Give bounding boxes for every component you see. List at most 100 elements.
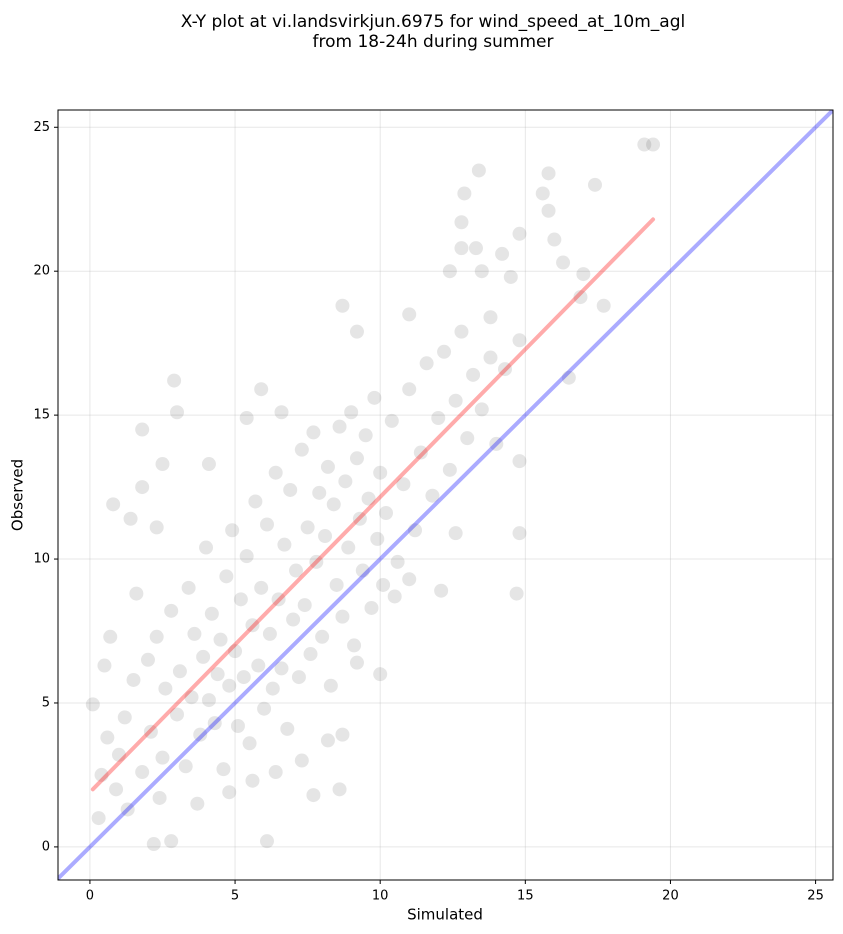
scatter-point (143, 724, 158, 739)
scatter-point (390, 554, 405, 569)
scatter-point (323, 678, 338, 693)
scatter-point (454, 215, 469, 230)
scatter-point (483, 310, 498, 325)
x-tick-label: 25 (807, 889, 824, 904)
scatter-point (225, 523, 240, 538)
scatter-point (129, 586, 144, 601)
x-axis-label: Simulated (407, 906, 483, 924)
scatter-point (373, 465, 388, 480)
scatter-point (207, 716, 222, 731)
scatter-point (172, 664, 187, 679)
scatter-point (320, 733, 335, 748)
scatter-point (425, 488, 440, 503)
scatter-point (312, 485, 327, 500)
scatter-point (541, 166, 556, 181)
scatter-point (259, 517, 274, 532)
scatter-point (596, 298, 611, 313)
scatter-point (466, 367, 481, 382)
scatter-point (335, 727, 350, 742)
scatter-point (181, 580, 196, 595)
grid (58, 110, 833, 880)
scatter-point (277, 537, 292, 552)
scatter-point (512, 226, 527, 241)
scatter-point (402, 307, 417, 322)
scatter-point (283, 482, 298, 497)
scatter-point (315, 629, 330, 644)
scatter-point (318, 529, 333, 544)
scatter-point (373, 667, 388, 682)
y-tick-label: 0 (42, 839, 50, 854)
scatter-point (257, 701, 272, 716)
chart-subtitle: from 18-24h during summer (313, 32, 554, 52)
scatter-point (280, 721, 295, 736)
scatter-point (454, 324, 469, 339)
scatter-point (358, 428, 373, 443)
scatter-point (402, 572, 417, 587)
plot-area (58, 110, 833, 880)
scatter-point (378, 505, 393, 520)
scatter-point (94, 767, 109, 782)
scatter-point (512, 526, 527, 541)
scatter-point (164, 603, 179, 618)
scatter-point (457, 186, 472, 201)
scatter-point (236, 670, 251, 685)
scatter-point (437, 344, 452, 359)
scatter-point (155, 457, 170, 472)
scatter-point (413, 445, 428, 460)
scatter-point (297, 598, 312, 613)
scatter-point (271, 592, 286, 607)
scatter-point (320, 459, 335, 474)
scatter-point (408, 523, 423, 538)
scatter-point (213, 632, 228, 647)
scatter-point (535, 186, 550, 201)
scatter-point (245, 618, 260, 633)
scatter-point (448, 526, 463, 541)
scatter-point (364, 600, 379, 615)
scatter-point (190, 796, 205, 811)
scatter-point (219, 569, 234, 584)
x-tick-label: 10 (372, 889, 389, 904)
scatter-point (442, 264, 457, 279)
scatter-point (233, 592, 248, 607)
scatter-point (512, 454, 527, 469)
scatter-point (286, 612, 301, 627)
scatter-point (509, 586, 524, 601)
scatter-point (306, 788, 321, 803)
plot-frame (57, 109, 834, 881)
scatter-point (431, 411, 446, 425)
scatter-point (140, 652, 155, 667)
scatter-point (474, 264, 489, 279)
scatter-point (376, 577, 391, 592)
y-tick-label: 25 (33, 120, 50, 135)
scatter-point (254, 382, 269, 397)
scatter-point (100, 730, 115, 745)
x-tick-label: 15 (517, 889, 534, 904)
scatter-point (300, 520, 315, 535)
scatter-point (512, 333, 527, 348)
scatter-point (454, 241, 469, 256)
scatter-point (259, 834, 274, 849)
scatter-point (199, 540, 214, 555)
scatter-point (361, 491, 376, 506)
scatter-point (332, 419, 347, 434)
scatter-point (167, 373, 182, 388)
scatter-point (341, 540, 356, 555)
scatter-point (370, 531, 385, 546)
scatter-point (326, 497, 341, 512)
scatter-point (262, 626, 277, 641)
scatter-point (352, 511, 367, 526)
scatter-point (149, 629, 164, 644)
scatter-point (547, 232, 562, 247)
scatter-point (637, 137, 652, 152)
scatter-point (344, 405, 359, 420)
scatter-point (245, 773, 260, 788)
scatter-point (178, 759, 193, 774)
scatter-point (228, 644, 243, 659)
scatter-point (268, 765, 283, 780)
scatter-point (222, 785, 237, 800)
reference-line (90, 217, 656, 792)
scatter-point (349, 655, 364, 670)
scatter-point (646, 137, 661, 152)
scatter-point (471, 163, 486, 178)
